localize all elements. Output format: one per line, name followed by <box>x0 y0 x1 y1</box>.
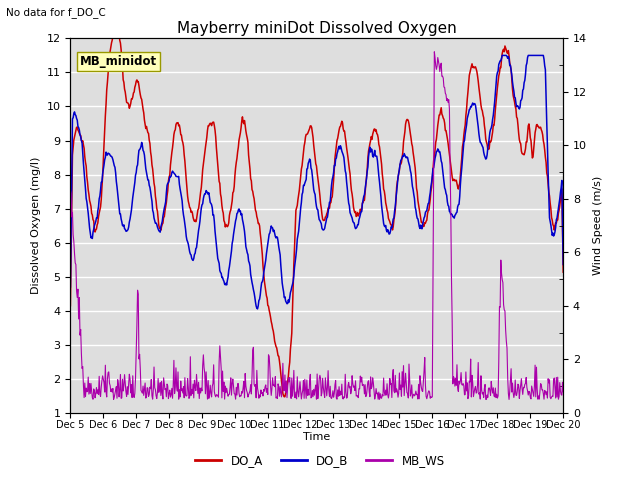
X-axis label: Time: Time <box>303 432 330 442</box>
Text: No data for f_DO_C: No data for f_DO_C <box>6 7 106 18</box>
Title: Mayberry miniDot Dissolved Oxygen: Mayberry miniDot Dissolved Oxygen <box>177 21 457 36</box>
Text: MB_minidot: MB_minidot <box>80 55 157 68</box>
Legend: DO_A, DO_B, MB_WS: DO_A, DO_B, MB_WS <box>191 449 449 472</box>
Y-axis label: Wind Speed (m/s): Wind Speed (m/s) <box>593 176 603 275</box>
Y-axis label: Dissolved Oxygen (mg/l): Dissolved Oxygen (mg/l) <box>31 157 41 294</box>
